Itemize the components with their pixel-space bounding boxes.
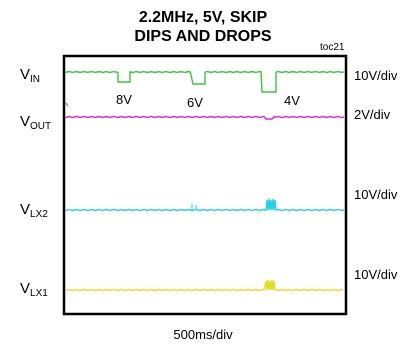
vlx1-trace: [65, 279, 344, 292]
vlx2-scale: 10V/div: [354, 187, 398, 202]
vin-label: VIN: [20, 66, 41, 85]
figure-tag: toc21: [320, 42, 345, 53]
vlx1-scale: 10V/div: [354, 267, 398, 282]
vlx2-label: VLX2: [20, 201, 48, 220]
vin-scale: 10V/div: [354, 68, 398, 83]
vin-trace: [65, 70, 345, 93]
plot-frame: [62, 54, 348, 316]
annotation-8v: 8V: [116, 92, 132, 107]
annotation-6v: 6V: [187, 95, 203, 110]
vin-start-marker: [65, 102, 69, 107]
annotation-4v: 4V: [284, 93, 300, 108]
vlx2-trace: [65, 198, 345, 212]
vout-label: VOUT: [20, 113, 52, 132]
vout-trace: [65, 115, 345, 120]
vlx2-spikes: [191, 204, 197, 210]
chart-title-line2: DIPS AND DROPS: [134, 28, 272, 45]
vlx1-label: VLX1: [20, 280, 48, 299]
chart-title-line1: 2.2MHz, 5V, SKIP: [138, 9, 268, 26]
x-scale-label: 500ms/div: [173, 327, 233, 342]
vout-scale: 2V/div: [354, 107, 391, 122]
